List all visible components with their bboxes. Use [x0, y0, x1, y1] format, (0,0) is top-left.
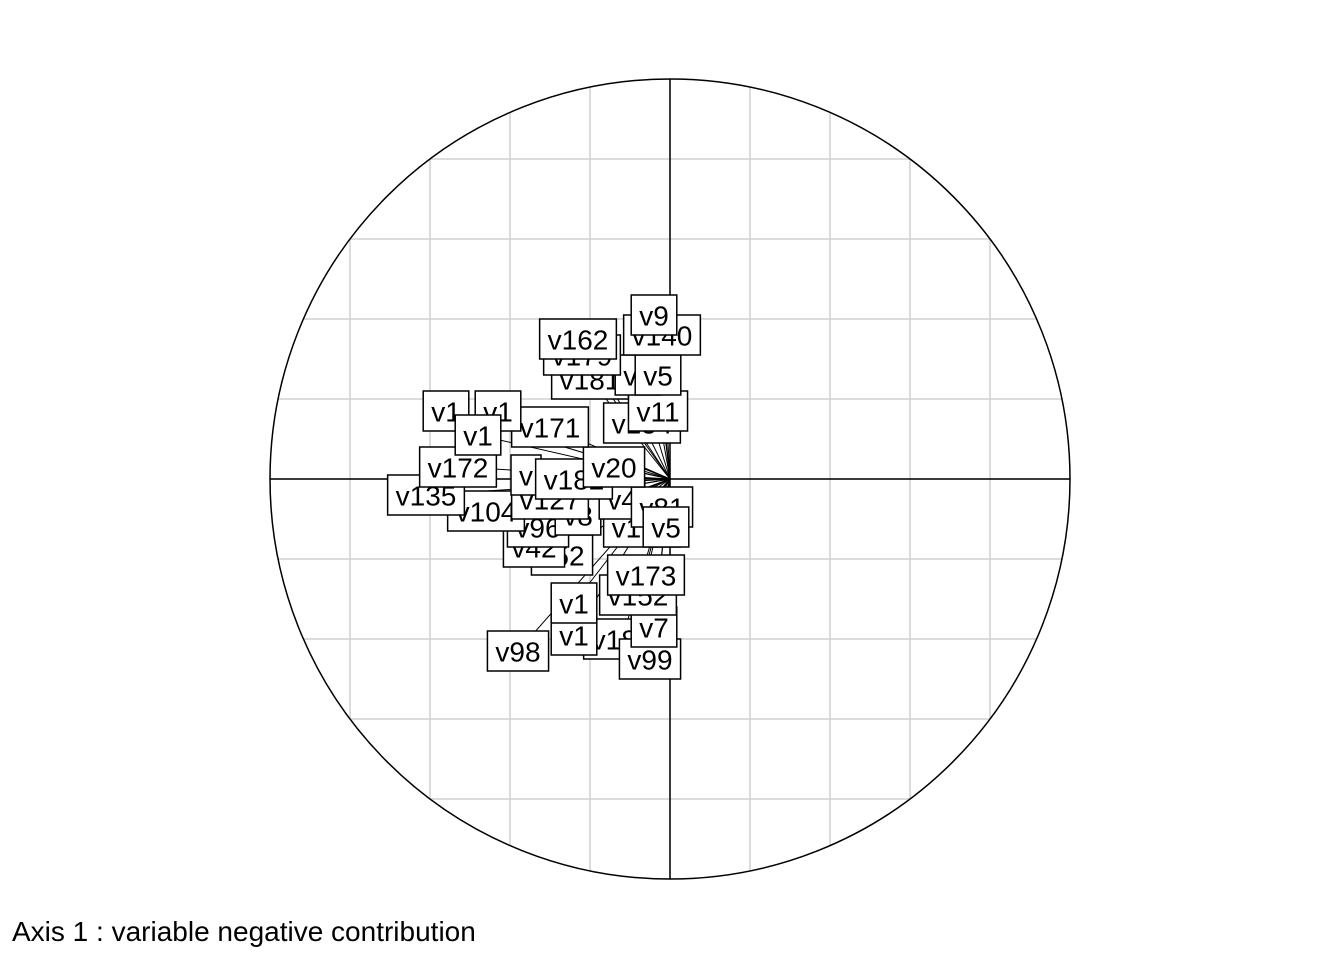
- label-v1: v1: [550, 582, 598, 624]
- label-v9: v9: [630, 294, 678, 336]
- label-text-v173: v173: [616, 561, 677, 592]
- label-text-v99: v99: [627, 645, 672, 676]
- label-text-v172: v172: [428, 453, 489, 484]
- label-box-v11: [627, 390, 689, 432]
- label-text-v: v: [519, 461, 533, 492]
- label-v182: v182: [534, 458, 614, 500]
- label-text-v7: v7: [639, 613, 669, 644]
- label-v11: v11: [627, 390, 689, 432]
- label-box-v1: [422, 390, 470, 432]
- label-box-v98: [486, 630, 550, 672]
- label-box-v1: [550, 582, 598, 624]
- label-text-v1: v1: [559, 589, 589, 620]
- label-box-v1: [454, 414, 502, 456]
- label-text-v5: v5: [643, 361, 673, 392]
- label-box-v20: [582, 446, 646, 488]
- label-box-v162: [538, 318, 618, 360]
- label-v171: v171: [510, 406, 590, 448]
- label-v20: v20: [582, 446, 646, 488]
- label-text-v5: v5: [651, 513, 681, 544]
- label-text-v104: v104: [456, 497, 517, 528]
- label-text-v171: v171: [520, 413, 581, 444]
- label-text-v162: v162: [548, 325, 609, 356]
- label-box-v9: [630, 294, 678, 336]
- label-box-v5: [642, 506, 690, 548]
- label-v172: v172: [418, 446, 498, 488]
- label-text-v20: v20: [591, 453, 636, 484]
- label-text-v11: v11: [636, 397, 679, 428]
- label-text-v9: v9: [639, 301, 669, 332]
- label-v5: v5: [634, 354, 682, 396]
- label-v5: v5: [642, 506, 690, 548]
- label-text-v1: v1: [559, 621, 589, 652]
- variable-labels: v98v188v1v99v7v1v152v173v157v52v42v96v8v…: [386, 294, 702, 680]
- label-box-v5: [634, 354, 682, 396]
- label-text-v98: v98: [495, 637, 540, 668]
- unit-circle: [269, 78, 1071, 880]
- label-v173: v173: [606, 554, 686, 596]
- label-box-v173: [606, 554, 686, 596]
- label-v98: v98: [486, 630, 550, 672]
- label-v162: v162: [538, 318, 618, 360]
- axis-caption: Axis 1 : variable negative contribution: [12, 916, 476, 947]
- label-box-v171: [510, 406, 590, 448]
- label-v1: v1: [454, 414, 502, 456]
- label-text-v1: v1: [463, 421, 493, 452]
